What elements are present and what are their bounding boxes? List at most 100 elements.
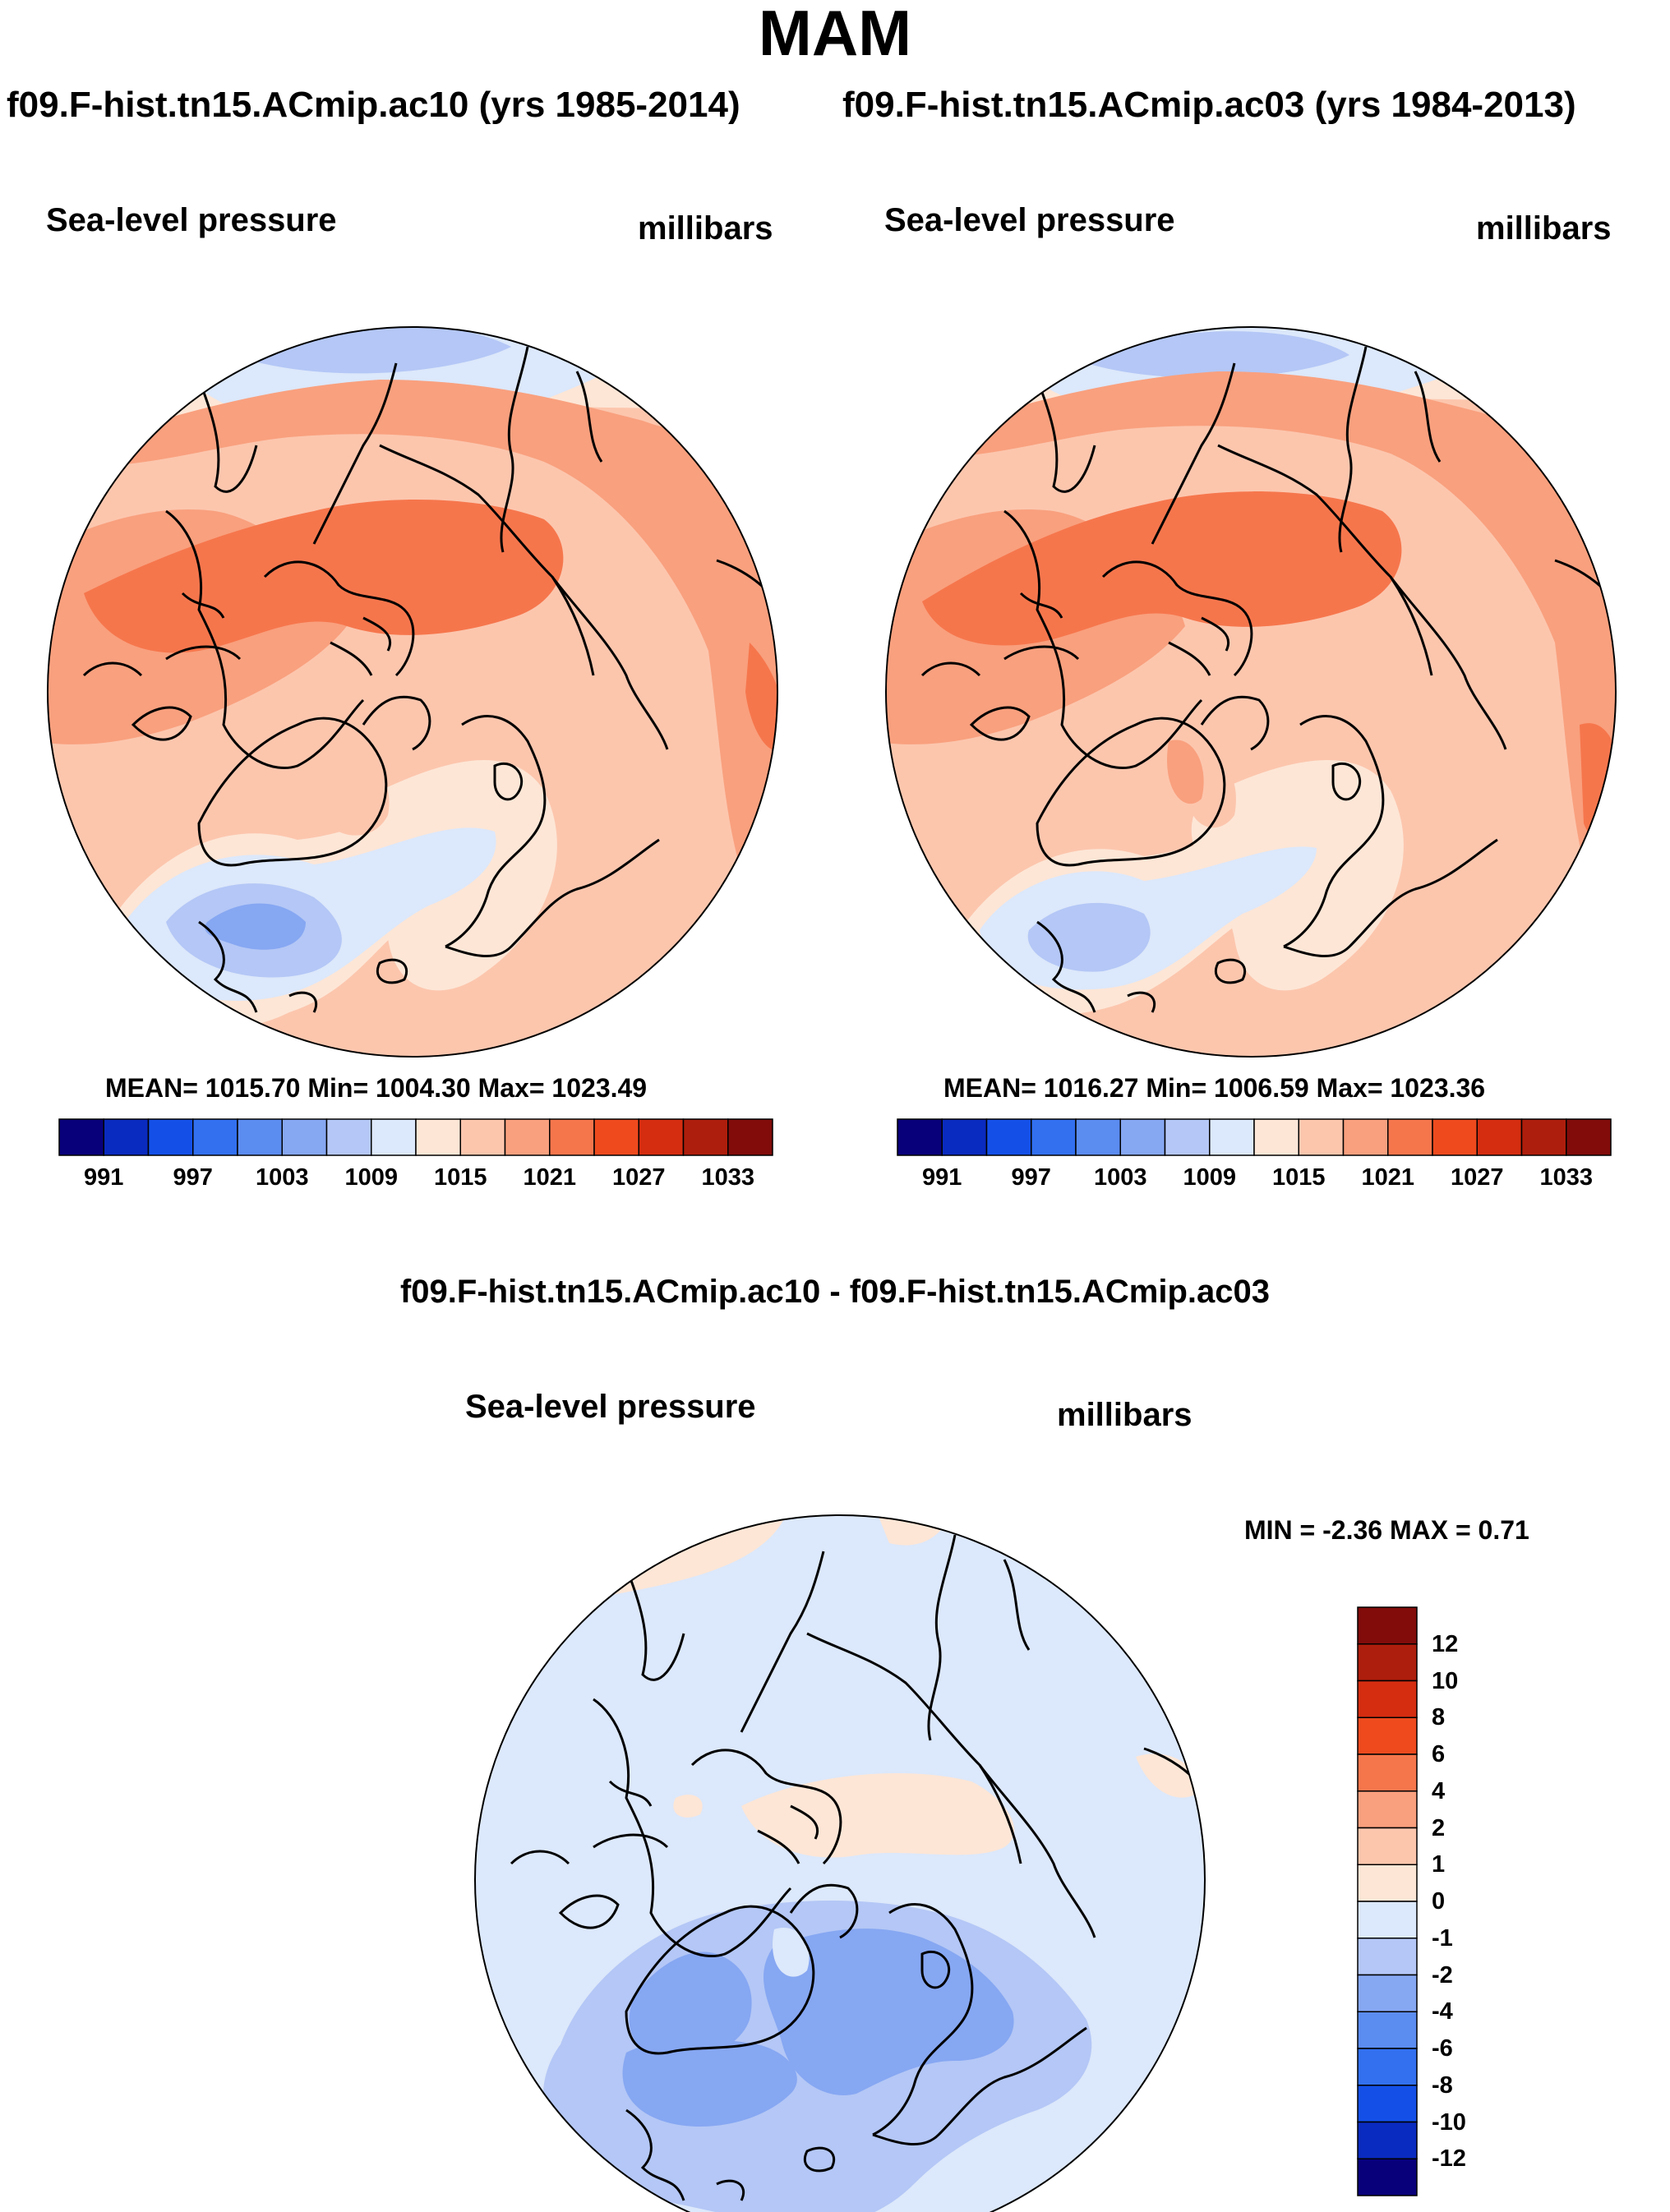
contour-region (873, 1515, 955, 1546)
colorbar-panel1-tick-label: 997 (173, 1164, 213, 1191)
map-panel2-border (885, 326, 1617, 1058)
contour-region (745, 643, 777, 751)
colorbar-panel2-swatch (1031, 1118, 1077, 1156)
colorbar-panel2-tick-label: 1021 (1361, 1164, 1414, 1191)
diff-units: millibars (1057, 1397, 1193, 1433)
colorbar-diff-tick-label: 4 (1432, 1777, 1446, 1804)
colorbar-panel1-tick-label: 1015 (433, 1164, 487, 1191)
contour-region (741, 1773, 1015, 1858)
colorbar-panel1-swatch (371, 1118, 417, 1156)
panel2-units: millibars (1476, 210, 1612, 247)
colorbar-panel1-swatch (682, 1118, 729, 1156)
colorbar-panel2-tick-label: 997 (1011, 1164, 1051, 1191)
contour-region (205, 903, 306, 950)
colorbar-diff-tick-label: -6 (1432, 2035, 1453, 2062)
colorbar-panel1-swatch (192, 1118, 238, 1156)
colorbar-diff (1357, 1606, 1418, 2196)
colorbar-diff-tick-label: 12 (1432, 1630, 1459, 1657)
colorbar-diff-tick-label: 10 (1432, 1667, 1459, 1694)
colorbar-panel2-swatch (1476, 1118, 1523, 1156)
colorbar-panel2-swatch (1119, 1118, 1166, 1156)
figure-title: MAM (758, 0, 912, 69)
diff-variable: Sea-level pressure (465, 1389, 756, 1425)
colorbar-panel2-swatch (1432, 1118, 1478, 1156)
colorbar-panel2-tick-label: 1033 (1539, 1164, 1593, 1191)
colorbar-panel1-swatch (593, 1118, 639, 1156)
colorbar-panel2-swatch (941, 1118, 988, 1156)
map-diff (475, 1515, 1205, 2212)
colorbar-panel1-swatch (638, 1118, 685, 1156)
colorbar-diff-swatch (1357, 2158, 1418, 2196)
colorbar-panel1-swatch (103, 1118, 150, 1156)
colorbar-panel2-tick-label: 1015 (1271, 1164, 1326, 1191)
colorbar-panel2-tick-label: 991 (922, 1164, 962, 1191)
colorbar-diff-swatch (1357, 1753, 1418, 1792)
colorbar-diff-swatch (1357, 1680, 1418, 1718)
colorbar-panel2-swatch (1298, 1118, 1345, 1156)
contour-region (84, 500, 564, 653)
colorbar-panel2-tick-label: 1027 (1450, 1164, 1504, 1191)
panel2-case-title: f09.F-hist.tn15.ACmip.ac03 (yrs 1984-201… (842, 85, 1576, 125)
colorbar-panel1-swatch (58, 1118, 104, 1156)
colorbar-diff-swatch (1357, 1717, 1418, 1755)
colorbar-panel1-swatch (415, 1118, 461, 1156)
contour-region (629, 1952, 752, 2061)
contour-region (1027, 902, 1151, 972)
diff-minmax: MIN = -2.36 MAX = 0.71 (1244, 1515, 1529, 1545)
contour-region (1167, 740, 1204, 804)
colorbar-diff-swatch (1357, 1974, 1418, 2012)
colorbar-panel1-swatch (147, 1118, 194, 1156)
colorbar-diff-swatch (1357, 1606, 1418, 1645)
colorbar-panel2-swatch (897, 1118, 943, 1156)
colorbar-panel1-swatch (549, 1118, 595, 1156)
contour-region (622, 2039, 797, 2127)
colorbar-panel2 (897, 1118, 1612, 1156)
colorbar-diff-tick-label: -10 (1432, 2108, 1466, 2136)
colorbar-panel1-tick-label: 1033 (701, 1164, 754, 1191)
colorbar-panel2-swatch (1075, 1118, 1121, 1156)
map-panel2 (886, 327, 1616, 1057)
colorbar-diff-tick-label: -4 (1432, 1998, 1453, 2025)
panel1-case-title: f09.F-hist.tn15.ACmip.ac10 (yrs 1985-201… (7, 85, 740, 125)
colorbar-panel2-swatch (1164, 1118, 1211, 1156)
colorbar-panel1 (58, 1118, 773, 1156)
colorbar-panel2-swatch (1387, 1118, 1433, 1156)
colorbar-panel1-swatch (459, 1118, 506, 1156)
map-panel1-border (47, 326, 778, 1058)
contour-region (314, 753, 390, 836)
colorbar-diff-swatch (1357, 1864, 1418, 1902)
colorbar-panel1-swatch (727, 1118, 773, 1156)
colorbar-panel1-tick-label: 1009 (344, 1164, 398, 1191)
contour-region (763, 1929, 1014, 2095)
colorbar-panel1-swatch (504, 1118, 551, 1156)
colorbar-diff-tick-label: 6 (1432, 1741, 1446, 1767)
contour-region (1136, 1753, 1202, 1798)
colorbar-diff-tick-label: -2 (1432, 1961, 1453, 1988)
colorbar-diff-tick-label: -8 (1432, 2071, 1453, 2099)
panel2-stats: MEAN= 1016.27 Min= 1006.59 Max= 1023.36 (943, 1073, 1486, 1103)
contour-region (673, 1795, 703, 1818)
colorbar-diff-swatch (1357, 1901, 1418, 1939)
colorbar-diff-swatch (1357, 1827, 1418, 1865)
colorbar-panel2-swatch (1342, 1118, 1389, 1156)
contour-region (1580, 723, 1616, 839)
colorbar-diff-tick-label: -12 (1432, 2145, 1466, 2173)
colorbar-panel2-swatch (1253, 1118, 1299, 1156)
colorbar-panel2-swatch (1566, 1118, 1612, 1156)
colorbar-panel1-tick-label: 1021 (523, 1164, 576, 1191)
panel1-stats: MEAN= 1015.70 Min= 1004.30 Max= 1023.49 (105, 1073, 648, 1103)
colorbar-panel1-tick-label: 991 (84, 1164, 124, 1191)
colorbar-diff-swatch (1357, 1938, 1418, 1976)
contour-region (1086, 331, 1349, 379)
colorbar-diff-swatch (1357, 2048, 1418, 2086)
colorbar-diff-tick-label: 1 (1432, 1851, 1446, 1878)
colorbar-panel1-swatch (325, 1118, 372, 1156)
panel1-variable: Sea-level pressure (46, 202, 337, 238)
map-panel1 (48, 327, 777, 1057)
colorbar-panel1-swatch (237, 1118, 283, 1156)
colorbar-panel2-swatch (985, 1118, 1032, 1156)
map-diff-border (474, 1514, 1206, 2212)
colorbar-diff-swatch (1357, 2085, 1418, 2123)
colorbar-diff-swatch (1357, 1790, 1418, 1829)
contour-region (773, 1928, 810, 1977)
